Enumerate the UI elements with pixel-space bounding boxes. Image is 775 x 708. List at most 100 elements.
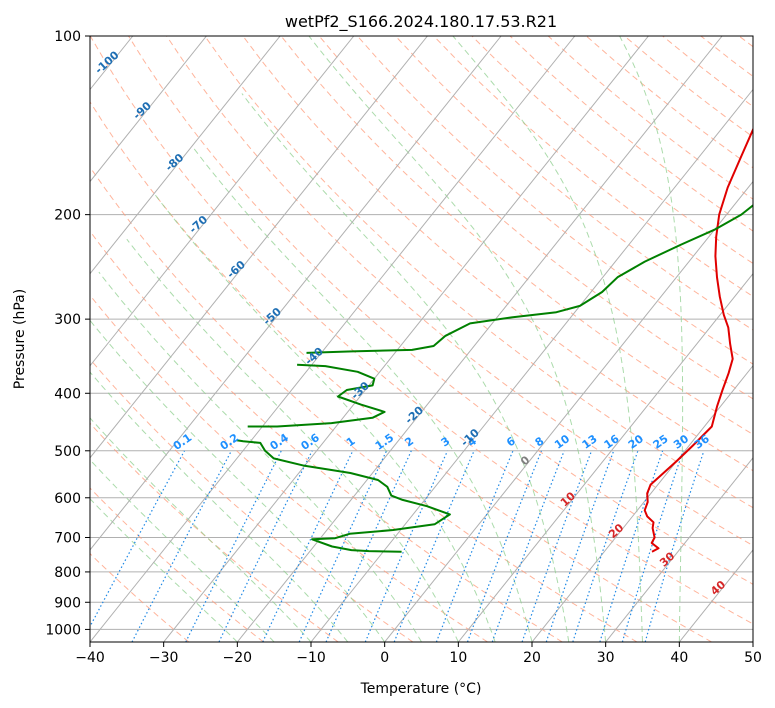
- isotherm-line: [531, 364, 753, 642]
- dewpoint-profile: [247, 363, 386, 428]
- isotherm-label: -100: [92, 48, 121, 76]
- moist-adiabat-line: [619, 36, 684, 642]
- dry-adiabat-line: [90, 358, 414, 642]
- mixing-ratio-label: 1.5: [373, 431, 396, 453]
- isotherm-label: -90: [131, 99, 155, 122]
- y-tick-label: 700: [54, 531, 81, 547]
- x-tick-label: 50: [744, 650, 762, 666]
- mixing-ratio-line: [572, 450, 639, 642]
- isotherm-line: [236, 36, 723, 642]
- dewpoint-profile: [236, 439, 451, 553]
- y-tick-label: 800: [54, 565, 81, 581]
- x-tick-label: 10: [449, 650, 467, 666]
- isotherm-line: [90, 36, 281, 275]
- dry-adiabat-line: [738, 36, 753, 48]
- mixing-ratio-line: [325, 450, 412, 642]
- isotherm-line: [605, 457, 753, 642]
- axis-ticks: −40 −30 −20 −10 0 10 20 30 40 5010020030040050060…: [45, 29, 762, 666]
- mixing-ratio-line: [621, 450, 684, 642]
- mixing-ratio-line: [491, 450, 565, 642]
- dry-adiabat-line: [662, 36, 753, 108]
- isotherm-line: [310, 88, 753, 642]
- isotherm-line: [90, 36, 576, 642]
- sounding-lines: [236, 127, 753, 553]
- isotherm-line: [457, 272, 753, 642]
- x-tick-label: 0: [380, 650, 389, 666]
- dry-adiabat-line: [90, 230, 563, 642]
- mixing-ratio-label: 0.1: [171, 431, 194, 453]
- mixing-ratio-label: 1: [344, 434, 358, 449]
- x-tick-label: 20: [523, 650, 541, 666]
- isotherm-label: -80: [163, 151, 187, 174]
- dry-adiabat-line: [90, 166, 638, 642]
- mixing-ratio-label: 2: [402, 434, 416, 449]
- mixing-ratio-line: [185, 450, 282, 642]
- isotherm-line: [90, 36, 355, 367]
- isotherm-line: [752, 641, 753, 642]
- dry-adiabat-line: [204, 36, 753, 509]
- mixing-ratio-line: [435, 450, 514, 642]
- isotherm-line: [0, 36, 59, 642]
- dry-adiabat-line: [318, 36, 753, 400]
- mixing-ratio-line: [90, 450, 186, 628]
- moist-adiabat-line: [90, 498, 238, 642]
- isotherm-line: [90, 36, 428, 459]
- isotherm-label: -60: [224, 258, 248, 281]
- mixing-ratio-line: [466, 450, 543, 642]
- dry-adiabat-line: [700, 36, 753, 78]
- y-tick-label: 1000: [45, 622, 81, 638]
- isotherm-label: -70: [187, 213, 211, 236]
- mixing-ratio-label: 10: [552, 432, 572, 452]
- dry-adiabat-line: [242, 36, 753, 472]
- y-tick-label: 400: [54, 386, 81, 402]
- y-axis-label: Pressure (hPa): [12, 289, 28, 389]
- isotherm-label: -10: [458, 426, 482, 449]
- mixing-ratio-line: [218, 450, 313, 642]
- isotherm-label-warm: 10: [558, 489, 578, 509]
- dry-adiabat-line: [395, 36, 753, 331]
- isotherm-line: [90, 36, 502, 551]
- moist-adiabat-line: [308, 36, 607, 642]
- mixing-ratio-label: 6: [504, 434, 518, 449]
- temperature-profile: [643, 127, 753, 553]
- y-tick-label: 500: [54, 444, 81, 460]
- dewpoint-profile: [306, 204, 753, 354]
- x-tick-label: 30: [597, 650, 615, 666]
- dry-adiabat-line: [357, 36, 753, 365]
- mixing-ratio-label: 20: [626, 432, 646, 452]
- isotherm-label-warm: 20: [606, 521, 626, 541]
- moist-adiabat-line: [90, 459, 275, 642]
- x-tick-label: −10: [296, 650, 326, 666]
- y-tick-label: 600: [54, 491, 81, 507]
- x-tick-label: −30: [149, 650, 179, 666]
- y-tick-label: 900: [54, 595, 81, 611]
- moist-adiabat-line: [154, 194, 496, 642]
- dry-adiabat-line: [433, 36, 753, 298]
- mixing-ratio-line: [131, 450, 232, 642]
- moist-adiabat-line: [90, 417, 312, 642]
- zero-isotherm-label: 0: [518, 453, 533, 468]
- mixing-ratio-line: [644, 450, 705, 642]
- dry-adiabat-line: [90, 487, 264, 642]
- mixing-ratio-line: [599, 450, 664, 642]
- dry-adiabat-line: [90, 100, 712, 642]
- moist-adiabat-line: [126, 238, 459, 642]
- dry-adiabat-line: [128, 36, 753, 585]
- y-tick-label: 100: [54, 29, 81, 45]
- mixing-ratio-label: 16: [602, 432, 622, 452]
- plot-frame: [89, 35, 754, 643]
- dry-adiabat-line: [90, 552, 190, 642]
- mixing-ratio-label: 0.2: [218, 431, 241, 453]
- x-axis-label: Temperature (°C): [360, 681, 482, 697]
- isotherm-label: -30: [349, 379, 373, 402]
- isotherm-label-warm: 40: [708, 578, 728, 598]
- moist-adiabat-line: [90, 371, 349, 642]
- moist-adiabat-line: [90, 319, 386, 642]
- mixing-ratio-line: [545, 450, 615, 642]
- isotherm-line: [384, 180, 753, 642]
- dry-adiabat-line: [547, 36, 753, 200]
- mixing-ratio-line: [364, 450, 449, 642]
- isotherm-line: [163, 36, 649, 642]
- dry-adiabat-line: [90, 36, 753, 625]
